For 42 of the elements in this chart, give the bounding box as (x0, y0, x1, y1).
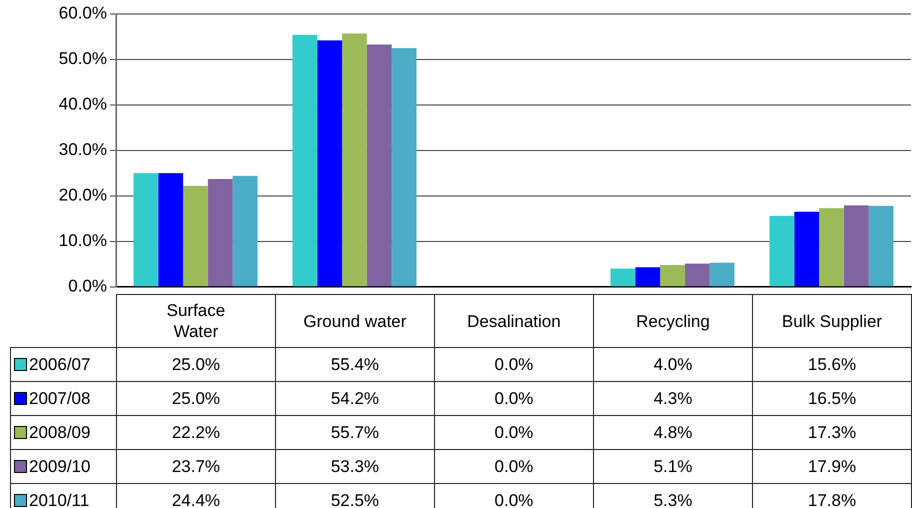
text: 0.0% (494, 456, 534, 476)
text: 55.4% (330, 354, 380, 374)
x-tick-label: Ground water (275, 294, 434, 348)
text: 0.0% (494, 388, 534, 408)
text: 53.3% (330, 456, 380, 476)
legend-label: 2010/11 (10, 484, 116, 508)
text: 22.2% (172, 422, 220, 442)
text: 17.8% (808, 490, 856, 508)
text: 0.0% (494, 490, 534, 508)
text: 25.0% (172, 354, 220, 374)
text: 5.3% (654, 490, 692, 508)
y-tick-label: 50.0% (58, 49, 107, 68)
text: 25.0% (172, 388, 220, 408)
text: 23.7% (172, 456, 220, 476)
text: 52.5% (330, 490, 380, 508)
text: 0.0% (494, 354, 534, 374)
legend-label: 2007/08 (10, 382, 116, 416)
x-tick-label: Desalination (434, 294, 594, 348)
text: 17.9% (808, 456, 856, 476)
text: 15.6% (808, 354, 856, 374)
text: 0.0% (494, 422, 534, 442)
text: 4.3% (654, 388, 692, 408)
legend-label: 2009/10 (10, 450, 116, 484)
y-tick-label: 0.0% (68, 276, 107, 296)
y-tick-label: 20.0% (58, 186, 107, 205)
y-tick-label: 60.0% (58, 4, 107, 23)
text: 16.5% (808, 388, 856, 408)
text: 55.7% (330, 422, 380, 442)
text: 5.1% (654, 456, 692, 476)
text: 24.4% (172, 490, 220, 508)
text: 17.3% (808, 422, 856, 442)
text: 4.0% (654, 354, 692, 374)
legend-label: 2006/07 (10, 348, 116, 382)
y-tick-label: 40.0% (58, 94, 107, 114)
y-tick-label: 30.0% (58, 140, 107, 160)
x-tick-label: Recycling (593, 294, 752, 348)
y-tick-label: 10.0% (58, 231, 107, 250)
x-tick-label: Surface Water (116, 294, 276, 348)
text: 4.8% (654, 422, 692, 442)
x-tick-label: Bulk Supplier (752, 294, 912, 348)
text: 54.2% (330, 388, 380, 408)
legend-label: 2008/09 (10, 416, 116, 450)
